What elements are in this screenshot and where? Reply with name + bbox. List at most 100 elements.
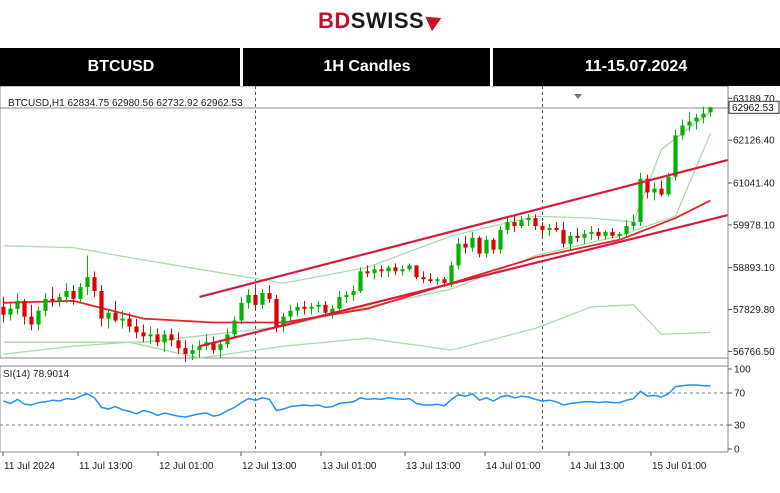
candle bbox=[694, 113, 699, 130]
candle-body bbox=[120, 318, 125, 321]
candle bbox=[71, 285, 76, 305]
candle-body bbox=[274, 298, 279, 327]
time-axis: 11 Jul 2024 11 Jul 13:00 12 Jul 01:00 12 Ju… bbox=[2, 452, 707, 472]
candle-body bbox=[22, 300, 27, 317]
price-tick-label: 57829.80 bbox=[733, 305, 775, 316]
rsi-label: SI(14) 78.9014 bbox=[3, 369, 70, 380]
candle-body bbox=[421, 277, 426, 280]
candle-body bbox=[666, 176, 671, 195]
candle-body bbox=[498, 229, 503, 250]
candle bbox=[260, 289, 265, 309]
rsi-tick-label: 30 bbox=[734, 421, 746, 432]
candle-body bbox=[106, 312, 111, 319]
candle-body bbox=[288, 310, 293, 317]
price-axis: 63189.70 62126.40 61041.40 59978.10 58893.10… bbox=[727, 86, 780, 452]
candle-body bbox=[358, 271, 363, 291]
candle-body bbox=[617, 233, 622, 236]
header-date-range: 11-15.07.2024 bbox=[584, 58, 688, 75]
candle bbox=[330, 304, 335, 319]
candle-body bbox=[547, 228, 552, 230]
price-tick-label: 61041.40 bbox=[733, 178, 775, 189]
candle-body bbox=[589, 231, 594, 234]
candle bbox=[407, 263, 412, 272]
candle-body bbox=[267, 293, 272, 299]
candle-body bbox=[246, 295, 251, 303]
candle bbox=[57, 292, 62, 307]
bollinger-bands bbox=[3, 111, 712, 359]
candle bbox=[78, 283, 83, 303]
candle bbox=[232, 316, 237, 339]
price-tick-label: 58893.10 bbox=[733, 263, 775, 274]
candle bbox=[519, 216, 524, 228]
last-price-box bbox=[728, 100, 780, 114]
candle bbox=[701, 106, 706, 124]
candle-body bbox=[456, 243, 461, 266]
candle bbox=[134, 318, 139, 339]
candle-body bbox=[141, 332, 146, 337]
candle bbox=[29, 304, 34, 331]
candle bbox=[477, 235, 482, 258]
candle bbox=[645, 174, 650, 199]
candle bbox=[141, 324, 146, 343]
candle bbox=[113, 300, 118, 323]
candle-body bbox=[29, 316, 34, 325]
candle bbox=[554, 222, 559, 232]
candle bbox=[526, 214, 531, 226]
candle bbox=[351, 285, 356, 301]
candle-body bbox=[316, 304, 321, 307]
candle bbox=[372, 265, 377, 280]
candle bbox=[659, 180, 664, 197]
candle-body bbox=[330, 308, 335, 313]
inner-band-line bbox=[3, 133, 712, 343]
candle-body bbox=[533, 218, 538, 226]
candle-body bbox=[211, 342, 216, 351]
candle bbox=[428, 273, 433, 284]
candle-body bbox=[624, 226, 629, 234]
candle-body bbox=[197, 346, 202, 351]
rsi-tick-label: 100 bbox=[734, 365, 751, 376]
rsi-line bbox=[3, 384, 711, 418]
candle bbox=[8, 302, 13, 321]
candle-body bbox=[512, 222, 517, 226]
candle bbox=[176, 332, 181, 355]
candle-body bbox=[239, 302, 244, 321]
candle bbox=[666, 172, 671, 197]
time-tick-label: 15 Jul 01:00 bbox=[652, 461, 707, 472]
candle bbox=[155, 328, 160, 347]
price-tick-label: 62126.40 bbox=[733, 136, 775, 147]
candle bbox=[393, 263, 398, 276]
candle-body bbox=[442, 279, 447, 284]
candle bbox=[1, 296, 6, 323]
candle-body bbox=[491, 239, 496, 250]
candle bbox=[687, 111, 692, 132]
candle-body bbox=[638, 178, 643, 222]
brand-bd: BD bbox=[318, 8, 351, 33]
candle-body bbox=[568, 235, 573, 244]
moving-average bbox=[3, 199, 711, 324]
candle-body bbox=[281, 316, 286, 327]
candle bbox=[22, 298, 27, 325]
candle bbox=[295, 302, 300, 317]
time-tick-label: 14 Jul 01:00 bbox=[486, 461, 541, 472]
candle-body bbox=[484, 239, 489, 254]
candle-body bbox=[400, 269, 405, 272]
candle-body bbox=[603, 231, 608, 236]
candle bbox=[596, 227, 601, 240]
price-tick-label: 59978.10 bbox=[733, 220, 775, 231]
rsi-tick-label: 0 bbox=[734, 445, 740, 456]
candle bbox=[288, 304, 293, 321]
candle-body bbox=[470, 237, 475, 248]
candle-body bbox=[372, 269, 377, 274]
candle-body bbox=[414, 265, 419, 278]
candle-body bbox=[393, 267, 398, 272]
candle-body bbox=[631, 222, 636, 226]
candle bbox=[589, 226, 594, 240]
symbol-ohlc-line: BTCUSD,H1 62834.75 62980.56 62732.92 629… bbox=[8, 98, 243, 109]
candle-body bbox=[253, 295, 258, 305]
candle bbox=[36, 306, 41, 331]
candle bbox=[540, 222, 545, 236]
candle bbox=[463, 235, 468, 254]
candle-body bbox=[687, 121, 692, 126]
candle-body bbox=[36, 310, 41, 325]
candle-body bbox=[50, 298, 55, 301]
